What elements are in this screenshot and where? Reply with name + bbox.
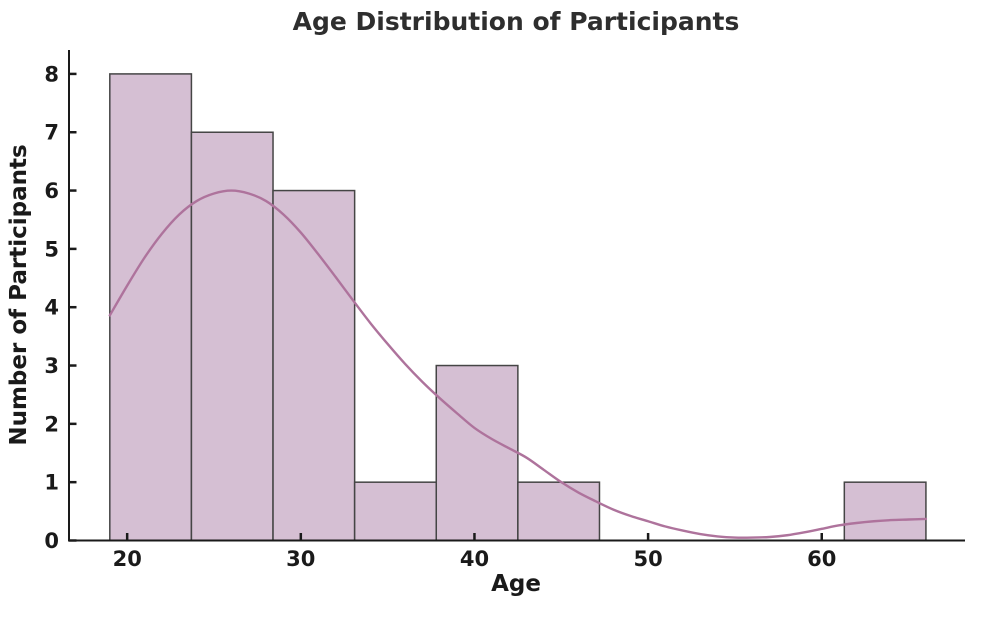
x-tick-label: 30 <box>286 547 315 571</box>
y-tick-label: 8 <box>44 62 59 86</box>
chart-title: Age Distribution of Participants <box>293 7 740 36</box>
y-tick-label: 1 <box>44 471 59 495</box>
histogram-bar <box>190 131 274 542</box>
x-tick-label: 60 <box>807 547 836 571</box>
y-tick-label: 3 <box>44 354 59 378</box>
y-tick-label: 4 <box>44 296 59 320</box>
x-axis-ticks: 20 30 40 50 60 <box>113 533 836 571</box>
histogram-bar <box>843 481 927 542</box>
x-tick-label: 50 <box>633 547 662 571</box>
y-axis-label: Number of Participants <box>6 144 32 445</box>
histogram-bar <box>272 189 356 542</box>
histogram-bar <box>353 481 438 542</box>
histogram-bar <box>435 364 519 542</box>
y-tick-label: 5 <box>44 237 59 261</box>
x-tick-label: 40 <box>460 547 489 571</box>
histogram-bar <box>109 73 193 542</box>
histogram-bars <box>109 73 927 542</box>
y-tick-label: 6 <box>44 179 59 203</box>
y-tick-label: 0 <box>44 529 59 553</box>
y-tick-label: 7 <box>44 121 59 145</box>
x-tick-label: 20 <box>113 547 142 571</box>
kde-curve <box>108 189 928 539</box>
y-tick-label: 2 <box>44 412 59 436</box>
histogram-bar <box>517 481 601 542</box>
y-axis-ticks: 0 1 2 3 4 5 6 7 8 <box>44 62 77 553</box>
x-axis-label: Age <box>491 571 541 597</box>
